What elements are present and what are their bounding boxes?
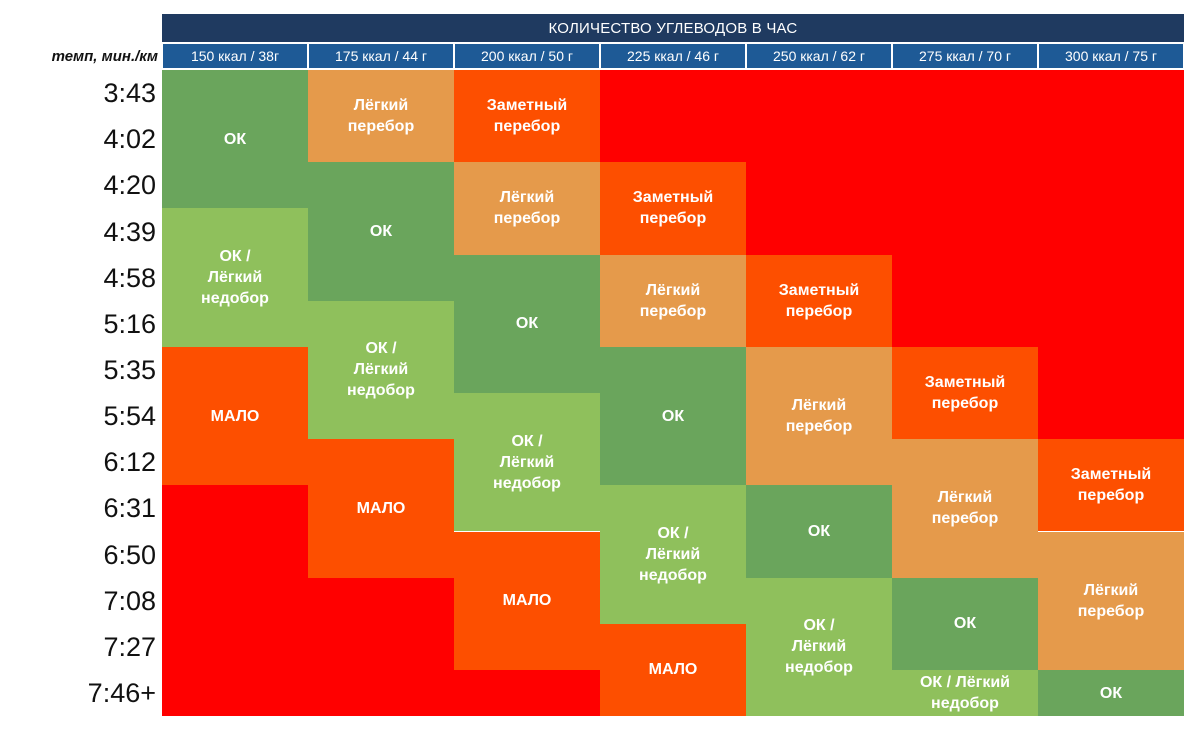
- pace-row-label: 4:58: [103, 262, 156, 293]
- heatmap-cell-excess: [600, 70, 746, 163]
- heatmap-cell-ok: ОК: [600, 346, 746, 486]
- heatmap-cell-light-over: Лёгкий перебор: [746, 346, 892, 486]
- column-header: 250 ккал / 62 г: [747, 44, 891, 68]
- heatmap-cell-notable-over: Заметный перебор: [454, 70, 600, 163]
- heatmap-cell-excess: [892, 70, 1038, 347]
- heatmap-cell-ok: ОК: [308, 162, 454, 301]
- column-header: 150 ккал / 38г: [163, 44, 307, 68]
- heatmap-cell-ok: ОК: [892, 577, 1038, 670]
- heatmap-cell-notable-over: Заметный перебор: [1038, 439, 1184, 532]
- heatmap-cell-light-over: Лёгкий перебор: [600, 254, 746, 347]
- heatmap-cell-ok: ОК: [454, 254, 600, 394]
- heatmap-cell-excess: [308, 577, 454, 717]
- heatmap-cell-notable-over: Заметный перебор: [600, 162, 746, 255]
- heatmap-cell-excess: [162, 485, 308, 717]
- column-header: 175 ккал / 44 г: [309, 44, 453, 68]
- heatmap-cell-excess: [454, 669, 600, 717]
- heatmap-cell-excess: [746, 70, 892, 255]
- heatmap-cell-ok-light-under: ОК / Лёгкий недобор: [162, 208, 308, 347]
- column-header: 200 ккал / 50 г: [455, 44, 599, 68]
- pace-row-label: 3:43: [103, 78, 156, 109]
- heatmap-cell-ok: ОК: [746, 485, 892, 578]
- heatmap-cell-too-little: МАЛО: [162, 346, 308, 486]
- heatmap-cell-ok-light-under: ОК / Лёгкий недобор: [892, 669, 1038, 717]
- heatmap-cell-excess: [1038, 70, 1184, 440]
- pace-row-label: 6:31: [103, 493, 156, 524]
- heatmap-cell-ok-light-under: ОК / Лёгкий недобор: [600, 485, 746, 624]
- heatmap-cell-notable-over: Заметный перебор: [892, 346, 1038, 440]
- pace-row-label: 6:12: [103, 447, 156, 478]
- pace-row-label: 4:39: [103, 216, 156, 247]
- heatmap-cell-too-little: МАЛО: [454, 531, 600, 670]
- chart-title: КОЛИЧЕСТВО УГЛЕВОДОВ В ЧАС: [162, 14, 1184, 42]
- heatmap-cell-light-over: Лёгкий перебор: [454, 162, 600, 255]
- pace-row-label: 4:20: [103, 170, 156, 201]
- heatmap-cell-light-over: Лёгкий перебор: [308, 70, 454, 163]
- pace-row-label: 4:02: [103, 124, 156, 155]
- pace-row-label: 7:27: [103, 631, 156, 662]
- column-header: 275 ккал / 70 г: [893, 44, 1037, 68]
- column-header: 300 ккал / 75 г: [1039, 44, 1183, 68]
- heatmap-cell-too-little: МАЛО: [600, 623, 746, 717]
- heatmap-cell-ok-light-under: ОК / Лёгкий недобор: [746, 577, 892, 717]
- heatmap-cell-notable-over: Заметный перебор: [746, 254, 892, 347]
- pace-row-label: 7:46+: [87, 678, 156, 709]
- pace-axis-title: темп, мин./км: [51, 47, 158, 65]
- column-header: 225 ккал / 46 г: [601, 44, 745, 68]
- pace-row-label: 5:54: [103, 401, 156, 432]
- pace-row-label: 6:50: [103, 539, 156, 570]
- heatmap-cell-ok: ОК: [162, 70, 308, 209]
- pace-row-label: 5:16: [103, 308, 156, 339]
- heatmap-cell-light-over: Лёгкий перебор: [892, 439, 1038, 578]
- heatmap-cell-ok: ОК: [1038, 669, 1184, 717]
- pace-row-label: 7:08: [103, 585, 156, 616]
- pace-row-label: 5:35: [103, 354, 156, 385]
- heatmap-cell-ok-light-under: ОК / Лёгкий недобор: [454, 393, 600, 532]
- heatmap-cell-too-little: МАЛО: [308, 439, 454, 578]
- heatmap-cell-light-over: Лёгкий перебор: [1038, 531, 1184, 670]
- heatmap-cell-ok-light-under: ОК / Лёгкий недобор: [308, 300, 454, 440]
